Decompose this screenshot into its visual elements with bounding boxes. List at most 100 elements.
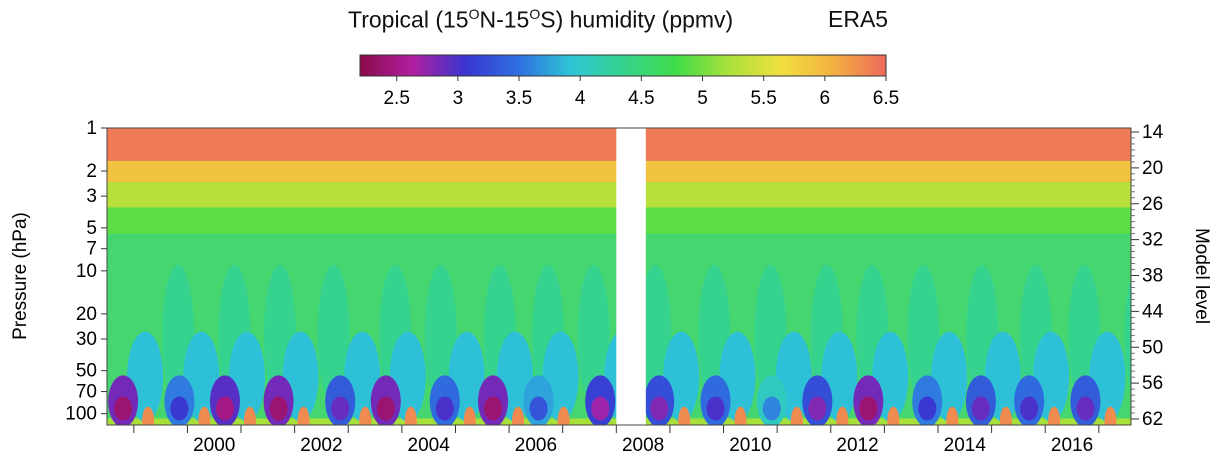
heatmap-moist-pulse bbox=[887, 406, 900, 425]
heatmap-dry-minimum bbox=[591, 396, 610, 421]
x-tick-label: 2008 bbox=[622, 435, 664, 456]
y-left-tick-label: 30 bbox=[76, 329, 97, 350]
y-axis-left-label: Pressure (hPa) bbox=[10, 212, 31, 340]
heatmap-tape-tail bbox=[639, 264, 672, 405]
heatmap-moist-pulse bbox=[836, 406, 849, 425]
y-right-tick-label: 32 bbox=[1142, 230, 1163, 251]
heatmap-dry-minimum bbox=[706, 396, 725, 421]
heatmap-moist-pulse bbox=[734, 406, 747, 425]
heatmap-dry-minimum bbox=[269, 396, 288, 421]
colorbar-tick-label: 2.5 bbox=[383, 88, 409, 109]
heatmap-moist-pulse bbox=[946, 406, 959, 425]
x-tick-label: 2016 bbox=[1051, 435, 1093, 456]
heatmap-dry-minimum bbox=[435, 396, 454, 421]
chart-title: Tropical (15ON-15OS) humidity (ppmv) ERA… bbox=[0, 6, 1214, 42]
y-left-tick-label: 100 bbox=[65, 404, 97, 425]
y-left-tick-label: 20 bbox=[76, 304, 97, 325]
y-axis-right: 14 20 26 32 38 44 50 56 62 bbox=[1131, 122, 1164, 430]
heatmap-tape-tail bbox=[1124, 278, 1131, 392]
x-tick-label: 2000 bbox=[193, 435, 235, 456]
heatmap-moist-pulse bbox=[142, 406, 155, 425]
colorbar-gradient bbox=[359, 54, 887, 77]
y-left-tick-label: 1 bbox=[86, 118, 97, 139]
data-gap bbox=[616, 128, 646, 425]
heatmap-dry-minimum bbox=[484, 396, 503, 421]
colorbar-tick-label: 3 bbox=[453, 88, 464, 109]
heatmap-moist-pulse bbox=[297, 406, 310, 425]
colorbar-tick-label: 6.5 bbox=[873, 88, 899, 109]
title-mid: N-15 bbox=[479, 6, 530, 33]
chart-title-main: Tropical (15ON-15OS) humidity (ppmv) bbox=[348, 6, 733, 34]
y-right-tick-label: 26 bbox=[1142, 194, 1163, 215]
heatmap-dry-minimum bbox=[971, 396, 990, 421]
heatmap-dry-minimum bbox=[114, 396, 133, 421]
title-degree-1: O bbox=[468, 6, 480, 22]
heatmap-dry-minimum bbox=[1076, 396, 1095, 421]
y-right-tick-label: 14 bbox=[1142, 122, 1164, 143]
y-right-tick-label: 62 bbox=[1142, 409, 1163, 430]
y-right-tick-label: 20 bbox=[1142, 158, 1163, 179]
heatmap-dry-minimum bbox=[529, 396, 548, 421]
title-degree-2: O bbox=[529, 6, 541, 22]
heatmap-moist-pulse bbox=[557, 406, 570, 425]
y-left-tick-label: 7 bbox=[86, 239, 97, 260]
heatmap-layer bbox=[107, 128, 1131, 425]
heatmap-moist-pulse bbox=[198, 406, 211, 425]
y-left-tick-label: 2 bbox=[86, 161, 97, 182]
heatmap-dry-minimum bbox=[918, 396, 937, 421]
y-left-tick-label: 10 bbox=[76, 261, 97, 282]
y-left-tick-label: 50 bbox=[76, 361, 97, 382]
x-tick-label: 2010 bbox=[729, 435, 771, 456]
colorbar-tick-label: 6 bbox=[820, 88, 831, 109]
colorbar-tick-label: 4.5 bbox=[628, 88, 654, 109]
heatmap-dry-minimum bbox=[650, 396, 669, 421]
heatmap-moist-pulse bbox=[1048, 406, 1061, 425]
plot-area bbox=[107, 128, 1131, 425]
y-right-tick-label: 38 bbox=[1142, 266, 1163, 287]
heatmap-dry-minimum bbox=[762, 396, 781, 421]
heatmap-moist-pulse bbox=[243, 406, 256, 425]
heatmap-dry-minimum bbox=[376, 396, 395, 421]
heatmap-moist-pulse bbox=[463, 406, 476, 425]
y-left-tick-label: 3 bbox=[86, 186, 97, 207]
y-left-tick-label: 5 bbox=[86, 218, 97, 239]
colorbar-tick-label: 3.5 bbox=[506, 88, 532, 109]
heatmap-moist-pulse bbox=[999, 406, 1012, 425]
heatmap-dry-minimum bbox=[859, 396, 878, 421]
colorbar-ticks: 2.5 3 3.5 4 4.5 5 5.5 6 6.5 bbox=[383, 76, 899, 109]
heatmap-dry-minimum bbox=[215, 396, 234, 421]
y-left-tick-label: 70 bbox=[76, 382, 97, 403]
plot-frame bbox=[106, 127, 1132, 426]
y-right-tick-label: 50 bbox=[1142, 337, 1163, 358]
heatmap-tape-tail bbox=[907, 264, 940, 405]
heatmap-moist-pulse bbox=[359, 406, 372, 425]
heatmap-tape-tail bbox=[317, 264, 350, 405]
colorbar-tick-label: 4 bbox=[575, 88, 586, 109]
title-suffix: S) humidity (ppmv) bbox=[540, 6, 734, 33]
heatmap-moist-pulse bbox=[404, 406, 417, 425]
heatmap-moist-pulse bbox=[512, 406, 525, 425]
heatmap-tape-tail bbox=[577, 264, 610, 405]
x-tick-label: 2012 bbox=[836, 435, 878, 456]
heatmap-tape-tail bbox=[424, 264, 457, 405]
x-tick-label: 2014 bbox=[944, 435, 987, 456]
title-prefix: Tropical (15 bbox=[348, 6, 469, 33]
x-axis: 2000 2002 2004 2006 2008 2010 2012 2014 2016 bbox=[133, 425, 1100, 456]
y-right-tick-label: 56 bbox=[1142, 373, 1163, 394]
y-axis-right-label: Model level bbox=[1191, 228, 1212, 324]
x-tick-label: 2004 bbox=[408, 435, 451, 456]
colorbar-tick-label: 5 bbox=[697, 88, 708, 109]
colorbar: 2.5 3 3.5 4 4.5 5 5.5 6 6.5 bbox=[359, 54, 899, 109]
colorbar-tick-label: 5.5 bbox=[750, 88, 776, 109]
heatmap-moist-pulse bbox=[1104, 406, 1117, 425]
heatmap-moist-pulse bbox=[678, 406, 691, 425]
heatmap-dry-minimum bbox=[331, 396, 350, 421]
heatmap-dry-minimum bbox=[1020, 396, 1039, 421]
x-tick-label: 2006 bbox=[515, 435, 557, 456]
x-tick-label: 2002 bbox=[300, 435, 342, 456]
heatmap-dry-minimum bbox=[808, 396, 827, 421]
heatmap-moist-pulse bbox=[790, 406, 803, 425]
